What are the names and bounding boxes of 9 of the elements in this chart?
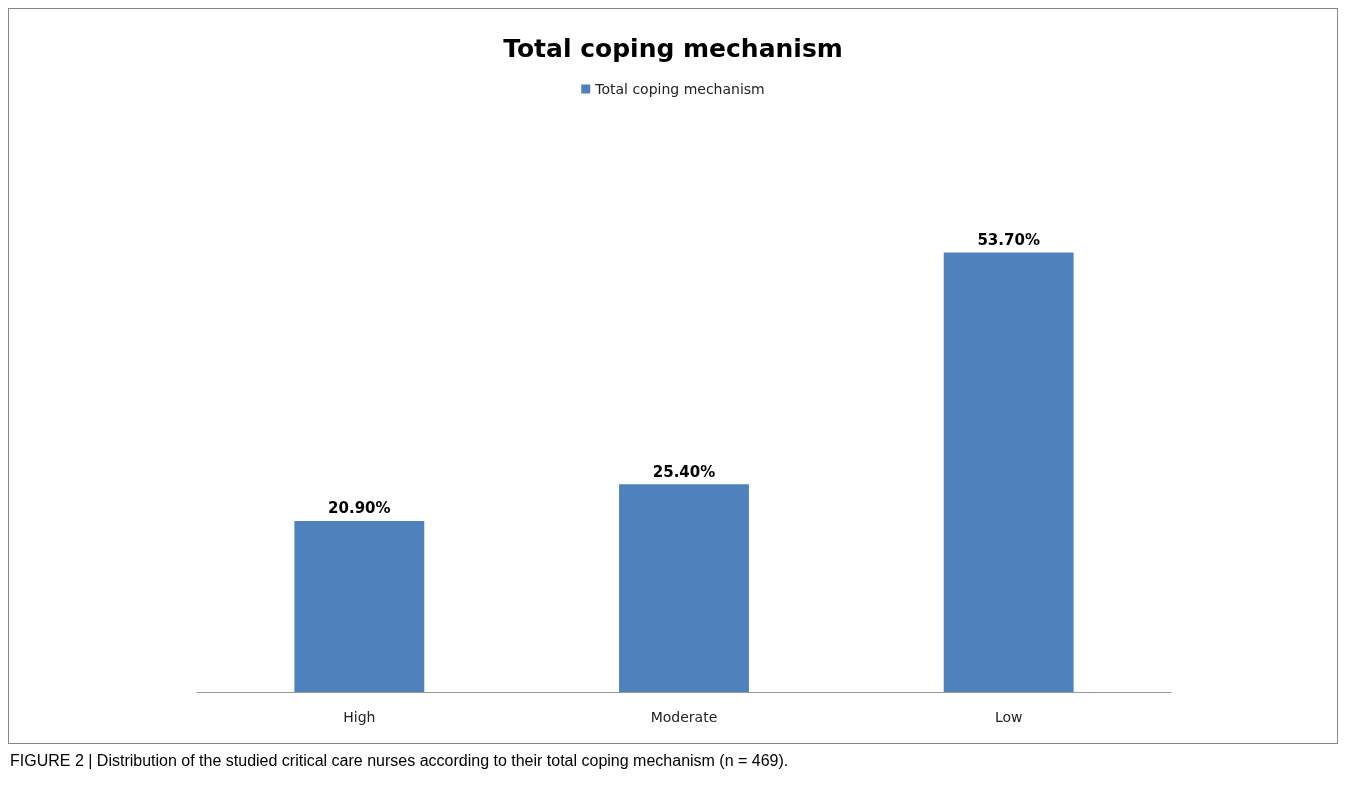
data-label: 20.90%: [328, 499, 391, 518]
legend-label: Total coping mechanism: [594, 81, 765, 97]
chart-title: Total coping mechanism: [503, 34, 843, 63]
x-tick-label: Moderate: [650, 709, 718, 725]
x-tick-label: Low: [994, 709, 1023, 725]
caption: FIGURE 2 | Distribution of the studied critical care nurses according to their total coping mechanism (n = 469).: [10, 752, 790, 770]
data-label: 53.70%: [977, 231, 1040, 250]
data-label: 25.40%: [652, 462, 716, 481]
x-tick-label: High: [343, 709, 376, 725]
